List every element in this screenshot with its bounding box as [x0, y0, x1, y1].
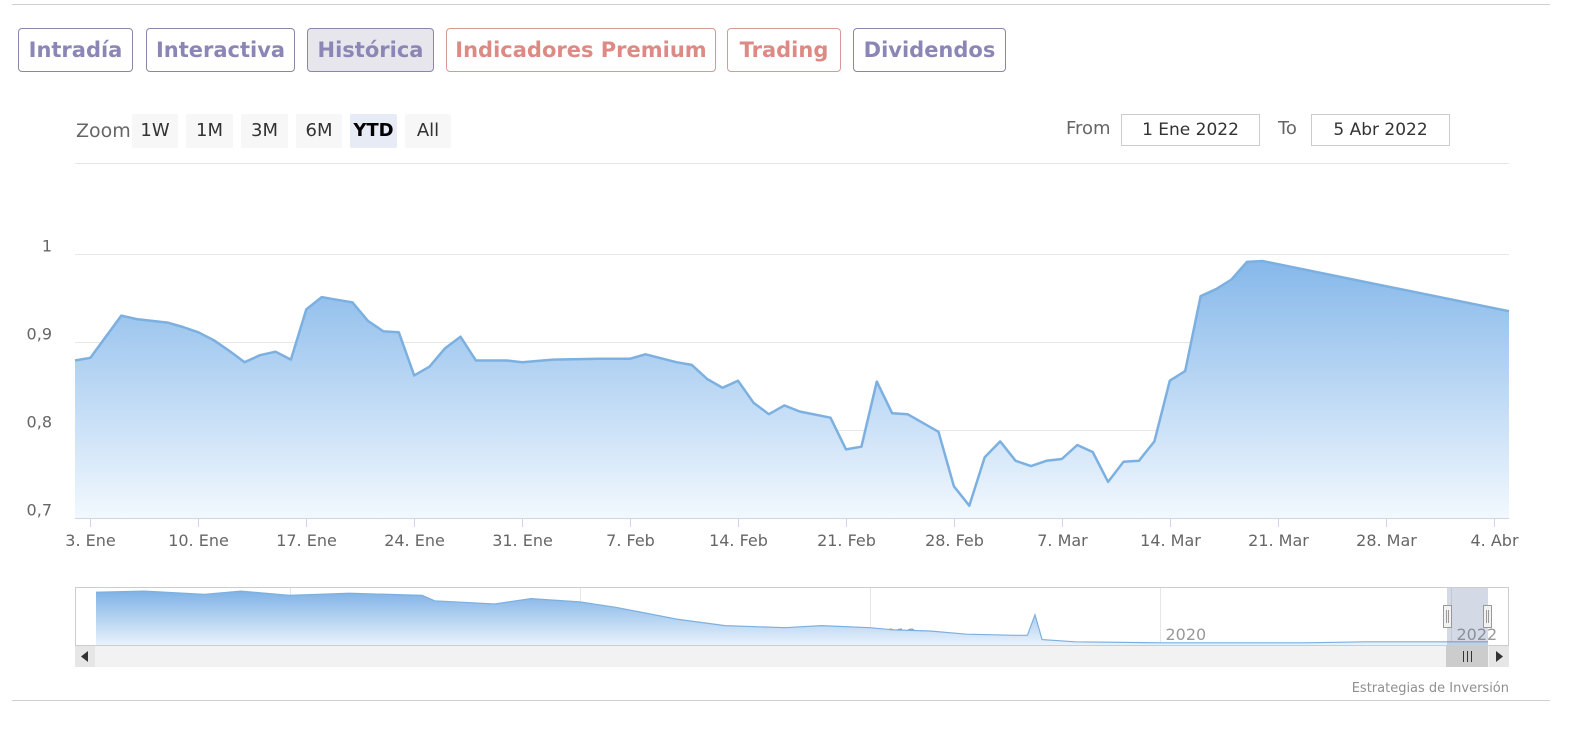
x-tick-label: 7. Feb — [606, 531, 655, 550]
x-tick-label: 28. Mar — [1356, 531, 1417, 550]
navigator-area — [96, 591, 1488, 645]
x-tick-label: 7. Mar — [1037, 531, 1088, 550]
navigator-year-label: 2020 — [1166, 625, 1207, 644]
x-tick-label: 3. Ene — [65, 531, 115, 550]
zoom-6m-button[interactable]: 6M — [296, 114, 342, 148]
to-date-input[interactable]: 5 Abr 2022 — [1311, 114, 1450, 146]
bottom-divider — [12, 700, 1550, 701]
x-tick-label: 31. Ene — [492, 531, 553, 550]
x-tick-label: 14. Feb — [709, 531, 768, 550]
scrollbar[interactable] — [75, 646, 1509, 667]
x-tick-label: 4. Abr — [1470, 531, 1518, 550]
navigator-line — [95, 590, 1488, 644]
navigator-right-handle[interactable] — [1483, 605, 1492, 628]
x-tick-label: 21. Mar — [1248, 531, 1309, 550]
navigator-year-label: 2016 — [586, 625, 627, 644]
from-label: From — [1066, 118, 1111, 139]
tab-interactiva[interactable]: Interactiva — [146, 28, 295, 72]
navigator[interactable]: 2014 2016 2018 2020 2022 — [75, 587, 1509, 646]
x-axis-ticks: 3. Ene 10. Ene 17. Ene 24. Ene 31. Ene 7. Feb… — [65, 518, 1519, 550]
y-axis-labels: 0,7 0,8 0,9 1 — [27, 237, 52, 520]
x-tick-label: 17. Ene — [276, 531, 337, 550]
zoom-3m-button[interactable]: 3M — [241, 114, 288, 148]
arrow-right-icon — [1496, 651, 1503, 662]
x-tick-label: 24. Ene — [384, 531, 445, 550]
y-tick-label: 1 — [42, 237, 52, 256]
navigator-left-handle[interactable] — [1443, 605, 1452, 628]
tab-indicadores-premium[interactable]: Indicadores Premium — [446, 28, 716, 72]
tab-dividendos[interactable]: Dividendos — [853, 28, 1006, 72]
y-tick-label: 0,7 — [27, 501, 52, 520]
to-label: To — [1278, 118, 1297, 139]
navigator-year-label: 2022 — [1457, 625, 1498, 644]
tab-trading[interactable]: Trading — [727, 28, 841, 72]
navigator-year-label: 2018 — [876, 625, 917, 644]
tab-historica[interactable]: Histórica — [307, 28, 434, 72]
navigator-year-label: 2014 — [296, 625, 337, 644]
navigator-selection[interactable] — [1447, 588, 1488, 645]
scroll-right-button[interactable] — [1489, 646, 1509, 667]
zoom-all-button[interactable]: All — [405, 114, 451, 148]
series-area — [74, 259, 1510, 518]
y-gridlines — [75, 254, 1509, 431]
x-tick-label: 10. Ene — [168, 531, 229, 550]
x-tick-label: 14. Mar — [1140, 531, 1201, 550]
y-tick-label: 0,8 — [27, 413, 52, 432]
arrow-left-icon — [81, 651, 88, 662]
y-tick-label: 0,9 — [27, 325, 52, 344]
top-divider — [12, 4, 1550, 5]
x-tick-label: 28. Feb — [925, 531, 984, 550]
from-date-input[interactable]: 1 Ene 2022 — [1121, 114, 1260, 146]
credits-text: Estrategias de Inversión — [1351, 681, 1509, 696]
scroll-left-button[interactable] — [75, 646, 95, 667]
tab-intradia[interactable]: Intradía — [18, 28, 133, 72]
scrollbar-thumb[interactable] — [1446, 646, 1488, 667]
zoom-label: Zoom — [76, 120, 131, 142]
zoom-1m-button[interactable]: 1M — [186, 114, 233, 148]
zoom-1w-button[interactable]: 1W — [132, 114, 178, 148]
x-tick-label: 21. Feb — [817, 531, 876, 550]
series-line — [74, 259, 1510, 507]
zoom-ytd-button[interactable]: YTD — [350, 114, 397, 148]
series-area-fill — [75, 261, 1509, 518]
